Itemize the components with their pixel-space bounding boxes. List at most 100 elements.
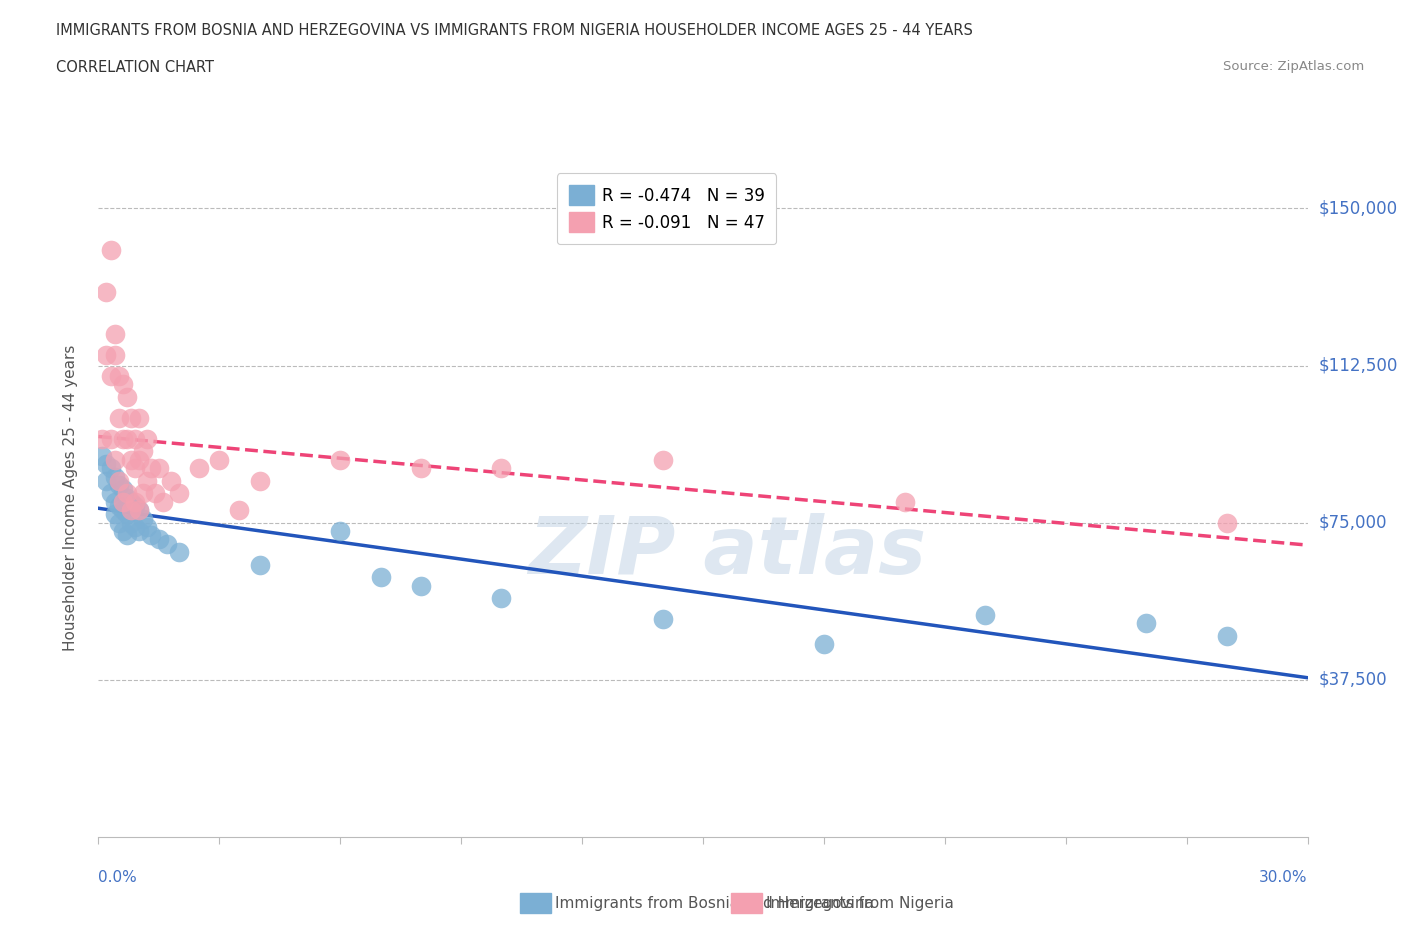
Point bbox=[107, 498, 129, 513]
Point bbox=[115, 485, 138, 500]
Point bbox=[103, 469, 125, 484]
Point bbox=[107, 473, 129, 488]
Point bbox=[893, 495, 915, 510]
Point bbox=[100, 368, 122, 383]
Point bbox=[128, 410, 150, 425]
Point bbox=[249, 557, 271, 572]
Point bbox=[96, 473, 118, 488]
Text: CORRELATION CHART: CORRELATION CHART bbox=[56, 60, 214, 75]
Point bbox=[651, 612, 673, 627]
Legend: R = -0.474   N = 39, R = -0.091   N = 47: R = -0.474 N = 39, R = -0.091 N = 47 bbox=[557, 173, 776, 244]
Point bbox=[115, 490, 138, 505]
Text: Immigrants from Bosnia and Herzegovina: Immigrants from Bosnia and Herzegovina bbox=[555, 896, 875, 910]
Point bbox=[1135, 616, 1157, 631]
Point bbox=[139, 460, 162, 475]
Text: ZIP atlas: ZIP atlas bbox=[529, 512, 927, 591]
Point bbox=[139, 528, 162, 543]
Point bbox=[100, 460, 122, 475]
Y-axis label: Householder Income Ages 25 - 44 years: Householder Income Ages 25 - 44 years bbox=[63, 344, 77, 651]
Point bbox=[111, 432, 134, 446]
Point bbox=[813, 637, 835, 652]
Point bbox=[91, 432, 114, 446]
Point bbox=[111, 377, 134, 392]
Point bbox=[100, 432, 122, 446]
Point bbox=[120, 495, 142, 510]
Point bbox=[115, 507, 138, 522]
Point bbox=[124, 432, 146, 446]
Point bbox=[167, 485, 190, 500]
Point bbox=[111, 503, 134, 518]
Point bbox=[491, 460, 513, 475]
Point bbox=[208, 452, 231, 467]
Point bbox=[651, 452, 673, 467]
Point bbox=[329, 452, 352, 467]
Point bbox=[135, 432, 157, 446]
Point bbox=[120, 503, 142, 518]
Text: IMMIGRANTS FROM BOSNIA AND HERZEGOVINA VS IMMIGRANTS FROM NIGERIA HOUSEHOLDER IN: IMMIGRANTS FROM BOSNIA AND HERZEGOVINA V… bbox=[56, 23, 973, 38]
Text: Source: ZipAtlas.com: Source: ZipAtlas.com bbox=[1223, 60, 1364, 73]
Point bbox=[103, 452, 125, 467]
Point bbox=[409, 578, 432, 593]
Point bbox=[100, 485, 122, 500]
Point bbox=[124, 460, 146, 475]
Point bbox=[115, 528, 138, 543]
Point bbox=[132, 444, 155, 458]
Point bbox=[188, 460, 211, 475]
Point bbox=[120, 515, 142, 530]
Point bbox=[128, 503, 150, 518]
Text: $75,000: $75,000 bbox=[1319, 513, 1388, 532]
Point bbox=[107, 477, 129, 492]
Point bbox=[249, 473, 271, 488]
Point bbox=[160, 473, 183, 488]
Point bbox=[103, 507, 125, 522]
Point bbox=[120, 452, 142, 467]
Point bbox=[1216, 629, 1239, 644]
Point bbox=[111, 482, 134, 497]
Point bbox=[111, 524, 134, 538]
Point bbox=[120, 410, 142, 425]
Point bbox=[115, 432, 138, 446]
Point bbox=[107, 515, 129, 530]
Point bbox=[329, 524, 352, 538]
Point bbox=[143, 485, 166, 500]
Text: 0.0%: 0.0% bbox=[98, 870, 138, 884]
Point bbox=[1216, 515, 1239, 530]
Point bbox=[132, 512, 155, 526]
Text: $37,500: $37,500 bbox=[1319, 671, 1388, 689]
Point bbox=[124, 495, 146, 510]
Point bbox=[491, 591, 513, 605]
Point bbox=[111, 495, 134, 510]
Point bbox=[128, 452, 150, 467]
Point bbox=[107, 368, 129, 383]
Point bbox=[370, 570, 392, 585]
Point bbox=[115, 390, 138, 405]
Text: $150,000: $150,000 bbox=[1319, 199, 1398, 218]
Point bbox=[152, 495, 174, 510]
Text: $112,500: $112,500 bbox=[1319, 356, 1398, 375]
Point bbox=[103, 348, 125, 363]
Point bbox=[148, 460, 170, 475]
Point bbox=[124, 520, 146, 535]
Point bbox=[103, 326, 125, 341]
Point bbox=[128, 524, 150, 538]
Point bbox=[974, 607, 997, 622]
Point bbox=[91, 448, 114, 463]
Text: Immigrants from Nigeria: Immigrants from Nigeria bbox=[766, 896, 955, 910]
Point bbox=[167, 545, 190, 560]
Point bbox=[96, 457, 118, 472]
Point bbox=[148, 532, 170, 547]
Point bbox=[135, 473, 157, 488]
Point bbox=[132, 485, 155, 500]
Point bbox=[96, 348, 118, 363]
Point bbox=[107, 410, 129, 425]
Point bbox=[96, 285, 118, 299]
Point bbox=[100, 243, 122, 258]
Point bbox=[124, 498, 146, 513]
Text: 30.0%: 30.0% bbox=[1260, 870, 1308, 884]
Point bbox=[135, 520, 157, 535]
Point bbox=[228, 503, 250, 518]
Point bbox=[409, 460, 432, 475]
Point bbox=[156, 537, 179, 551]
Point bbox=[128, 503, 150, 518]
Point bbox=[103, 495, 125, 510]
